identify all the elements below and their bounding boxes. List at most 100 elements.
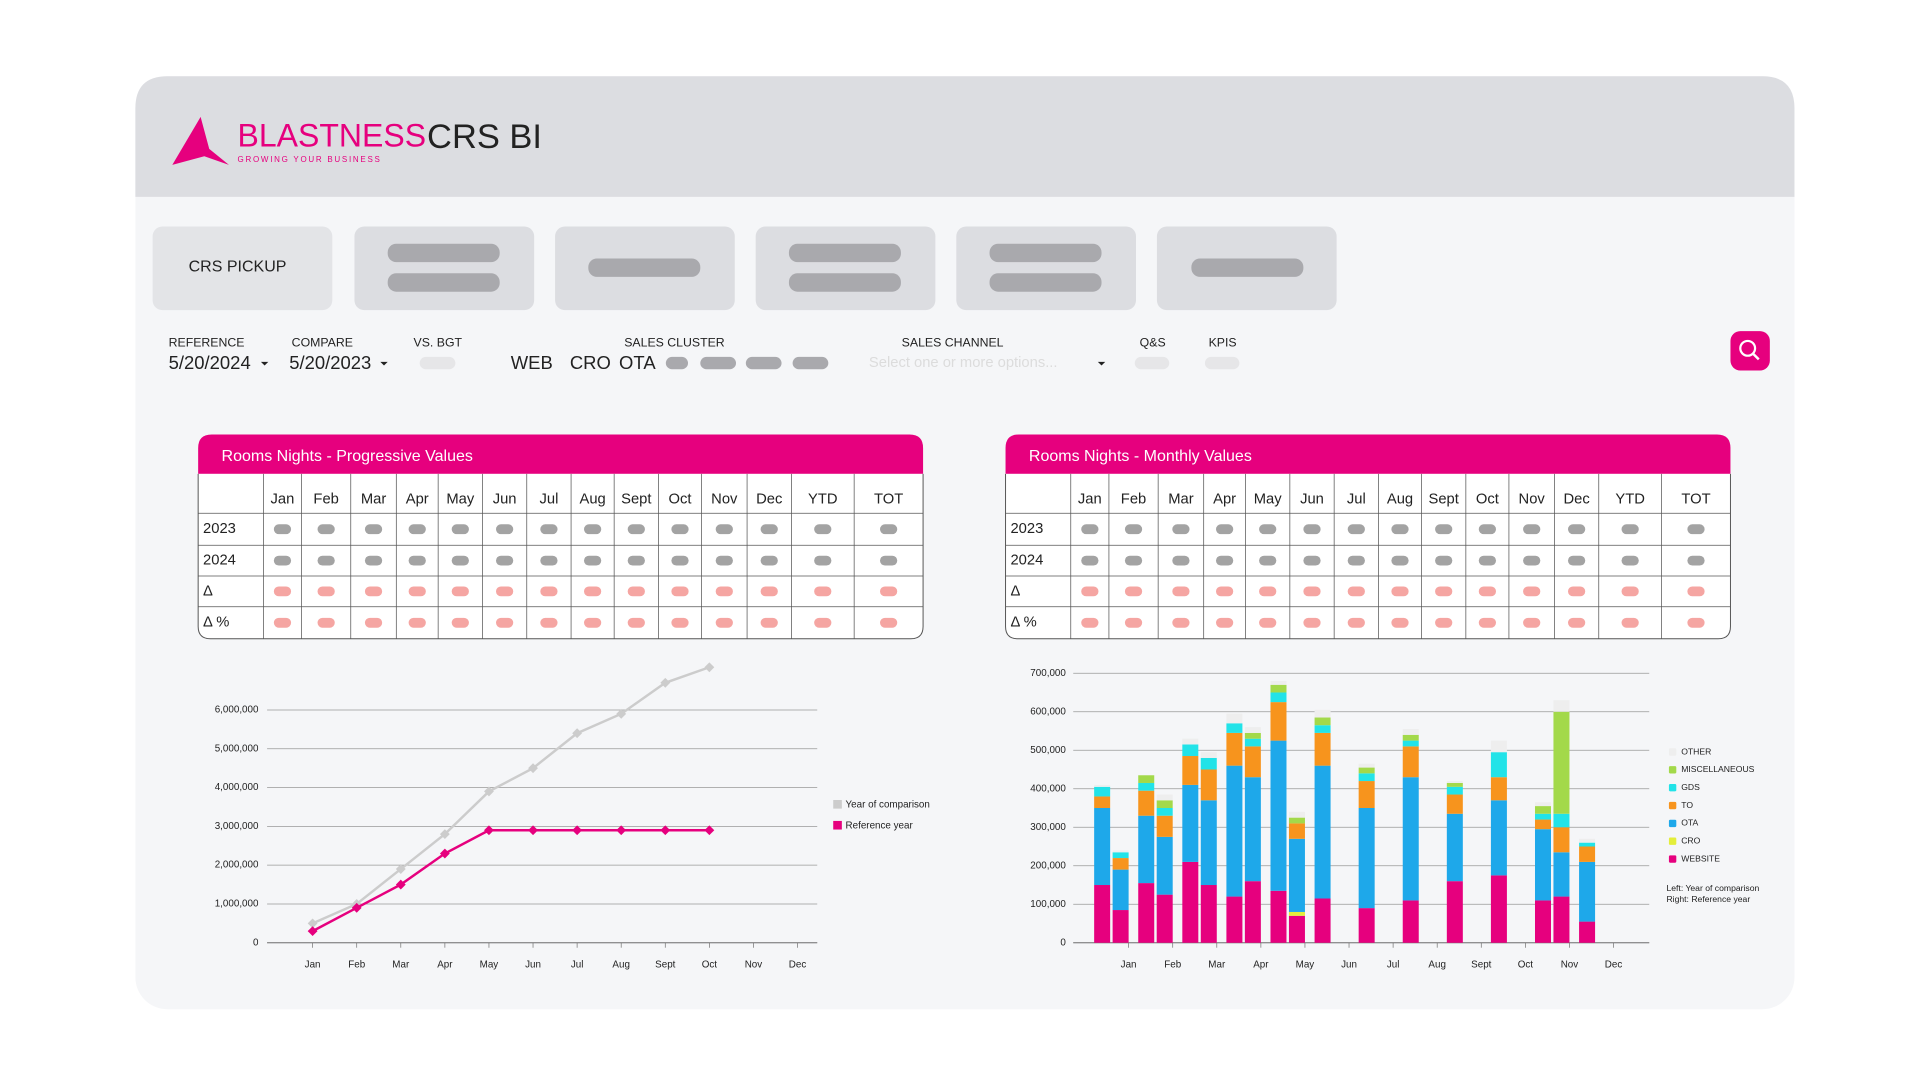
column-header: Jun bbox=[493, 492, 517, 508]
column-header: YTD bbox=[1615, 492, 1645, 508]
bar-segment bbox=[1579, 846, 1596, 862]
x-tick-label: Jan bbox=[1121, 960, 1137, 971]
search-icon-handle bbox=[1752, 352, 1760, 361]
x-tick-label: Aug bbox=[1428, 960, 1446, 971]
column-header: Feb bbox=[1121, 492, 1146, 508]
bar-segment bbox=[1200, 752, 1217, 758]
channel-select[interactable]: Select one or more options... bbox=[869, 355, 1058, 371]
legend-label: Year of comparison bbox=[846, 800, 930, 811]
row-label: Δ bbox=[1010, 583, 1020, 599]
bar-segment bbox=[1112, 869, 1129, 911]
tab-label: CRS PICKUP bbox=[189, 258, 287, 275]
bar-segment bbox=[1553, 896, 1570, 943]
placeholder-bar bbox=[989, 243, 1102, 263]
cell-placeholder bbox=[1568, 586, 1586, 597]
bar-segment bbox=[1244, 738, 1261, 747]
bar-segment bbox=[1288, 811, 1305, 818]
y-tick-label: 0 bbox=[253, 937, 259, 948]
window bbox=[135, 76, 1795, 1010]
search-button[interactable] bbox=[1730, 331, 1770, 371]
column-header: Apr bbox=[406, 492, 429, 508]
search-icon bbox=[1739, 339, 1757, 357]
date-select[interactable]: 5/20/2023 bbox=[289, 352, 371, 373]
tab[interactable] bbox=[755, 226, 936, 311]
filter-label: Q&S bbox=[1140, 336, 1166, 350]
column-header: Dec bbox=[756, 492, 782, 508]
tab-placeholders bbox=[387, 243, 1304, 292]
toggle[interactable] bbox=[700, 356, 736, 370]
cell-placeholder bbox=[1347, 555, 1365, 566]
toggle[interactable] bbox=[665, 356, 688, 370]
tab[interactable] bbox=[152, 226, 333, 311]
toggle[interactable] bbox=[792, 356, 829, 370]
cluster-option[interactable]: OTA bbox=[619, 352, 656, 373]
line-point bbox=[616, 825, 627, 836]
bar-segment bbox=[1182, 744, 1199, 757]
cluster-option[interactable]: WEB bbox=[511, 352, 553, 373]
bar-segment bbox=[1138, 815, 1155, 884]
cell-placeholder bbox=[671, 586, 689, 597]
bar-segment bbox=[1553, 827, 1570, 853]
y-tick-label: 6,000,000 bbox=[215, 705, 259, 716]
cell-placeholder bbox=[317, 555, 335, 566]
cell-placeholder bbox=[1391, 586, 1409, 597]
legend-swatch bbox=[833, 800, 842, 809]
column-header: Oct bbox=[1476, 492, 1499, 508]
cell-placeholder bbox=[451, 617, 469, 628]
cell-placeholder bbox=[760, 555, 778, 566]
bar-segment bbox=[1200, 885, 1217, 943]
cell-placeholder bbox=[1687, 524, 1705, 535]
cluster-toggles bbox=[665, 356, 829, 370]
table-title: Rooms Nights - Monthly Values bbox=[1029, 448, 1252, 465]
x-tick-label: May bbox=[1296, 960, 1315, 971]
toggle[interactable] bbox=[1204, 356, 1240, 370]
column-header: Jun bbox=[1300, 492, 1324, 508]
x-tick-label: Dec bbox=[789, 960, 807, 971]
row-label: Δ % bbox=[203, 615, 229, 631]
bar-segment bbox=[1288, 823, 1305, 839]
cell-placeholder bbox=[1259, 617, 1277, 628]
cell-placeholder bbox=[1303, 586, 1321, 597]
bar-segment bbox=[1288, 911, 1305, 916]
cell-placeholder bbox=[1124, 617, 1143, 628]
bar-segment bbox=[1094, 786, 1111, 797]
date-select[interactable]: 5/20/2024 bbox=[169, 352, 251, 373]
legend-label: TO bbox=[1681, 800, 1693, 810]
cell-placeholder bbox=[364, 586, 383, 597]
bar-segment bbox=[1138, 790, 1155, 816]
column-header: Sept bbox=[1429, 492, 1459, 508]
bar-segment bbox=[1579, 861, 1596, 922]
cell-placeholder bbox=[1347, 586, 1365, 597]
bar-segment bbox=[1358, 808, 1375, 909]
y-tick-label: 1,000,000 bbox=[215, 899, 259, 910]
column-header: Jul bbox=[539, 492, 558, 508]
bar-segment bbox=[1244, 727, 1261, 733]
toggle[interactable] bbox=[745, 356, 782, 370]
cell-placeholder bbox=[540, 586, 558, 597]
toggle[interactable] bbox=[419, 356, 456, 370]
line-point bbox=[572, 825, 583, 836]
cluster-option[interactable]: CRO bbox=[570, 352, 611, 373]
x-tick-label: Oct bbox=[1518, 960, 1534, 971]
cell-placeholder bbox=[1687, 555, 1705, 566]
cell-placeholder bbox=[451, 524, 469, 535]
filter-label: REFERENCE bbox=[169, 336, 245, 350]
line-point bbox=[704, 662, 715, 673]
y-tick-label: 5,000,000 bbox=[215, 743, 259, 754]
tab[interactable] bbox=[956, 226, 1136, 311]
column-header: Feb bbox=[313, 492, 338, 508]
bar-segment bbox=[1156, 815, 1173, 837]
cell-placeholder bbox=[1259, 586, 1277, 597]
tab[interactable] bbox=[354, 226, 535, 311]
cell-placeholder bbox=[1523, 555, 1541, 566]
bar-segment bbox=[1226, 765, 1243, 897]
legend-swatch bbox=[1668, 801, 1677, 810]
toggle[interactable] bbox=[1134, 356, 1170, 370]
cell-placeholder bbox=[1523, 617, 1541, 628]
cell-placeholder bbox=[1081, 586, 1099, 597]
legend-label: OTHER bbox=[1681, 746, 1711, 756]
row-label: 2024 bbox=[203, 553, 236, 569]
bar-segment bbox=[1402, 900, 1419, 943]
